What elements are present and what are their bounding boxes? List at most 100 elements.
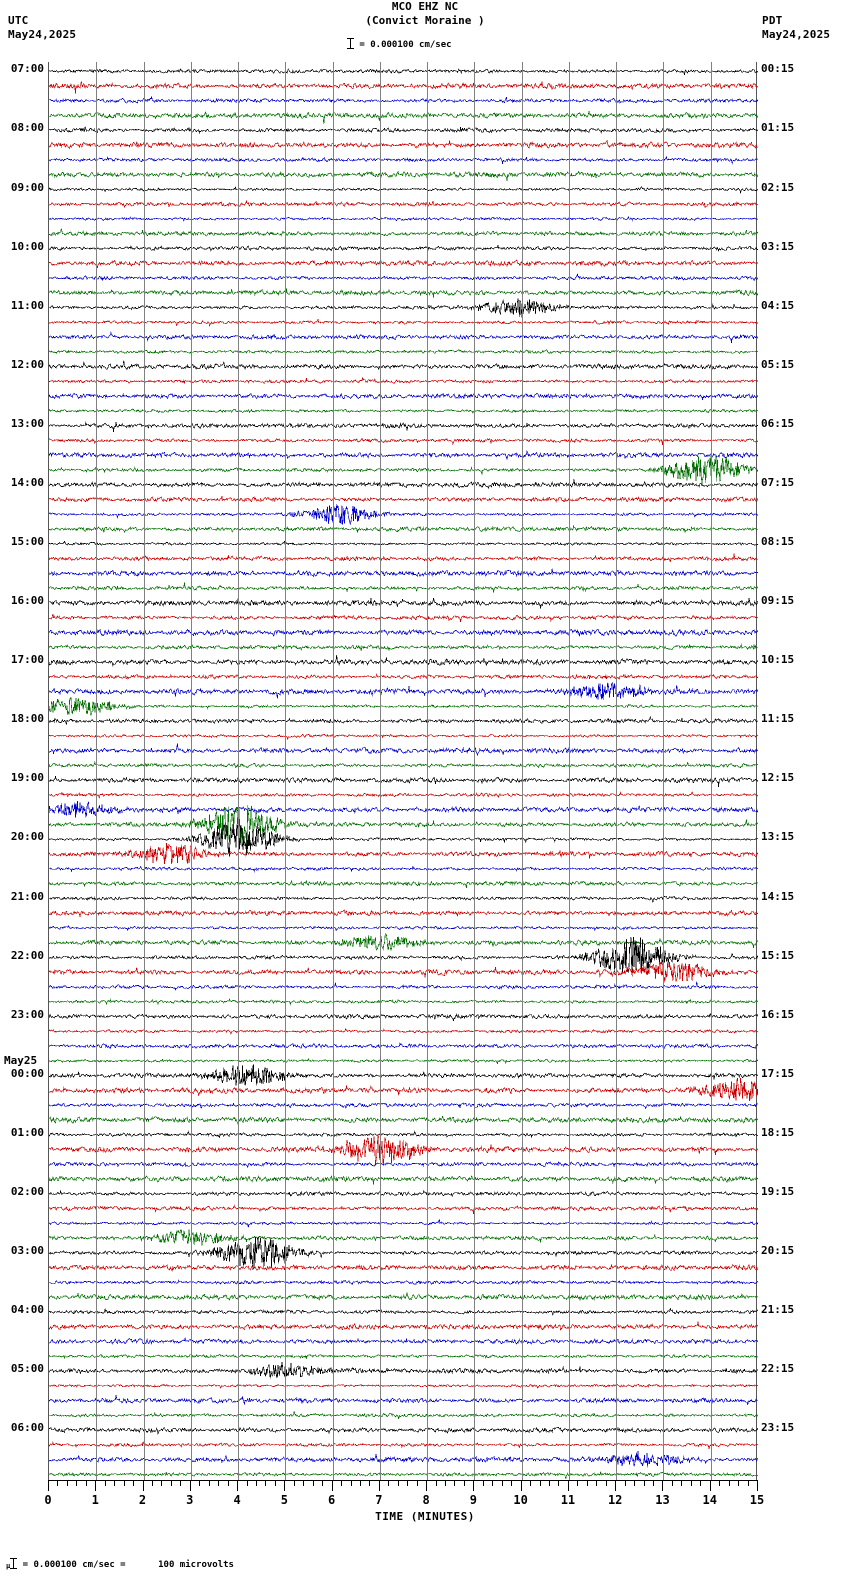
seismic-trace [49, 1426, 758, 1436]
seismic-trace [49, 421, 758, 433]
pdt-hour-label-0115: 01:15 [761, 121, 795, 135]
minor-tick [463, 1480, 465, 1486]
seismic-trace [49, 1189, 758, 1198]
seismic-trace [49, 495, 758, 503]
seismic-trace [49, 1130, 758, 1139]
minor-tick [274, 1480, 276, 1486]
seismic-trace [49, 155, 758, 165]
seismic-trace [49, 1411, 758, 1420]
seismic-trace [49, 450, 758, 460]
seismic-trace [49, 1470, 758, 1479]
seismic-trace [49, 1161, 758, 1168]
seismic-trace [49, 1383, 758, 1389]
seismic-trace [49, 568, 758, 578]
minor-tick [747, 1480, 749, 1486]
gridline-minute-14 [710, 62, 712, 1480]
station-title: MCO EHZ NC [391, 0, 459, 13]
minor-tick [586, 1480, 588, 1486]
utc-hour-label-2100: 21:00 [10, 889, 44, 903]
seismic-trace [49, 909, 758, 918]
seismogram-plot[interactable] [48, 62, 758, 1480]
x-tick-label-12: 12 [607, 1493, 623, 1507]
footer-scale-note: µ = 0.000100 cm/sec = 100 microvolts [6, 1558, 234, 1572]
utc-hour-label-0200: 02:00 [10, 1184, 44, 1198]
pdt-hour-label-0815: 08:15 [761, 535, 795, 549]
seismic-trace [49, 185, 758, 195]
seismic-trace [49, 68, 758, 76]
minor-tick [123, 1480, 125, 1486]
seismic-trace [49, 479, 758, 490]
major-tick-11 [567, 1480, 569, 1491]
pdt-hour-label-2215: 22:15 [761, 1362, 795, 1376]
station-subtitle: (Convict Moraine ) [365, 14, 485, 27]
utc-hour-label-0700: 07:00 [10, 62, 44, 76]
pdt-hour-label-1615: 16:15 [761, 1007, 795, 1021]
seismic-trace [49, 936, 758, 977]
minor-tick [66, 1480, 68, 1486]
x-axis-ticks [48, 1480, 758, 1492]
minor-tick [454, 1480, 456, 1486]
x-axis-line [48, 1480, 757, 1481]
pdt-hour-label-1315: 13:15 [761, 830, 795, 844]
utc-hour-label-0100: 01:00 [10, 1125, 44, 1139]
seismic-trace [49, 1134, 758, 1166]
gridline-minute-5 [285, 62, 287, 1480]
minor-tick [76, 1480, 78, 1486]
seismic-trace [49, 1307, 758, 1316]
seismic-trace [49, 331, 758, 344]
pdt-hour-label-0415: 04:15 [761, 298, 795, 312]
utc-hour-label-0000: 00:00 [10, 1066, 44, 1080]
utc-hour-label-1600: 16:00 [10, 594, 44, 608]
utc-hour-label-2300: 23:00 [10, 1007, 44, 1021]
minor-tick [728, 1480, 730, 1486]
minor-tick [388, 1480, 390, 1486]
x-tick-label-10: 10 [513, 1493, 528, 1507]
major-tick-12 [615, 1480, 617, 1491]
seismic-trace [49, 715, 758, 725]
pdt-hour-label-0215: 02:15 [761, 180, 795, 194]
seismic-trace [49, 317, 758, 328]
seismic-trace [49, 1236, 758, 1271]
seismic-trace [49, 697, 758, 717]
seismic-trace [49, 259, 758, 268]
utc-hour-label-1500: 15:00 [10, 535, 44, 549]
minor-tick [218, 1480, 220, 1486]
minor-tick [350, 1480, 352, 1486]
seismic-trace [49, 1077, 758, 1101]
minor-tick [511, 1480, 513, 1486]
utc-hour-label-2200: 22:00 [10, 948, 44, 962]
x-tick-label-14: 14 [702, 1493, 717, 1507]
pdt-hour-label-1115: 11:15 [761, 712, 795, 726]
x-tick-label-1: 1 [91, 1493, 99, 1507]
seismic-trace [49, 895, 758, 903]
i-beam-scale-icon [347, 38, 354, 49]
day-break-label: May25 [4, 1053, 38, 1067]
x-tick-label-9: 9 [469, 1493, 478, 1507]
seismic-trace [49, 803, 758, 847]
seismic-trace [49, 760, 758, 769]
seismic-trace [49, 392, 758, 400]
minor-tick [624, 1480, 626, 1486]
minor-tick [161, 1480, 163, 1486]
x-tick-label-3: 3 [186, 1493, 194, 1507]
x-tick-label-11: 11 [560, 1493, 576, 1507]
x-tick-label-4: 4 [233, 1493, 241, 1507]
x-axis-title: TIME (MINUTES) [375, 1510, 475, 1523]
major-tick-3 [189, 1480, 191, 1491]
minor-tick [653, 1480, 654, 1486]
pdt-hour-label-1215: 12:15 [761, 771, 795, 785]
minor-tick [501, 1480, 503, 1486]
pdt-hour-label-0315: 03:15 [761, 239, 795, 253]
gridline-minute-12 [616, 62, 618, 1480]
seismic-trace [49, 1292, 758, 1301]
seismic-trace [49, 1115, 758, 1126]
seismic-trace [49, 1229, 758, 1246]
minor-tick [690, 1480, 692, 1486]
seismic-trace [49, 1395, 758, 1406]
seismic-trace [49, 272, 758, 282]
seismic-trace [49, 454, 758, 484]
seismic-trace [49, 842, 758, 865]
pdt-hour-label-2015: 20:15 [761, 1244, 795, 1258]
minor-tick [180, 1480, 182, 1486]
gridline-minute-3 [190, 62, 192, 1480]
